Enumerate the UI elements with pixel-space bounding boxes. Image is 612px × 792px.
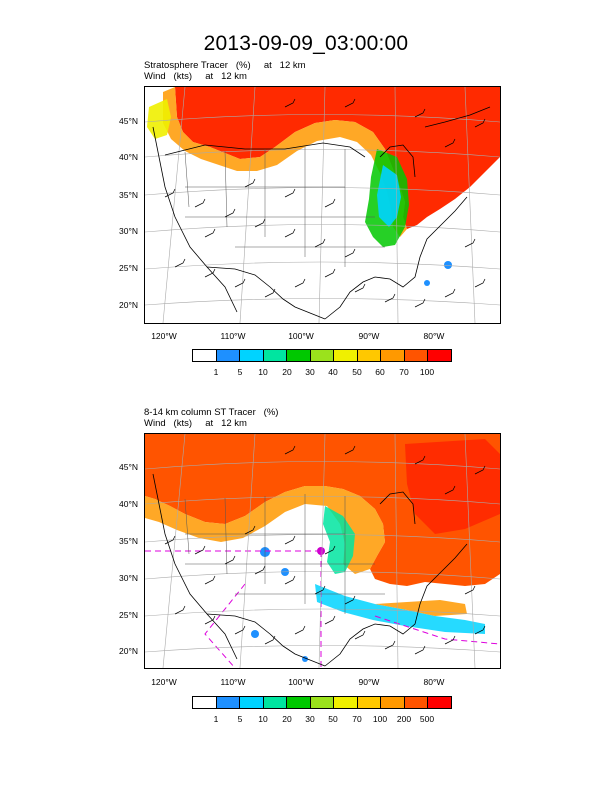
panel-1-lat-label: 30°N [119, 226, 138, 236]
colorbar-box [404, 350, 429, 361]
panel-1-colorbar-label: 70 [399, 367, 409, 377]
panel-1-lon-label: 110°W [220, 331, 246, 341]
panel-2-lon-label: 120°W [151, 677, 177, 687]
colorbar-box [357, 697, 382, 708]
panel-1-lon-label: 90°W [358, 331, 380, 341]
colorbar-box [428, 350, 452, 361]
colorbar-box [404, 697, 429, 708]
panel-1-colorbar-label: 10 [258, 367, 268, 377]
colorbar-box [216, 350, 241, 361]
panel-1-lon-label: 120°W [151, 331, 177, 341]
panel-2-colorbar-label: 10 [258, 714, 268, 724]
panel-1-lon-label: 80°W [423, 331, 445, 341]
graticule [145, 434, 500, 668]
coastline [152, 473, 468, 667]
main-title: 2013-09-09_03:00:00 [203, 32, 409, 55]
coastline [152, 106, 491, 320]
wind-barbs [164, 98, 486, 308]
panel-1-subtitle-2: Wind (kts) at 12 km [144, 71, 247, 82]
colorbar-box [381, 697, 405, 708]
colorbar-box [310, 697, 335, 708]
panel-1-colorbar-label: 50 [352, 367, 362, 377]
tracer-orange-band [163, 87, 407, 237]
colorbar-box [428, 697, 452, 708]
tracer-cyan-patch [377, 165, 401, 227]
panel-2-colorbar-label: 70 [352, 714, 362, 724]
panel-2-colorbar-label: 30 [305, 714, 315, 724]
tracer-yellow-patch [147, 99, 171, 139]
panel-1-colorbar-label: 5 [237, 367, 243, 377]
panel-1-lat-label: 40°N [119, 152, 138, 162]
colorbar-box [287, 697, 311, 708]
panel-2-colorbar-label: 1 [213, 714, 219, 724]
panel-1-colorbar-label: 60 [375, 367, 385, 377]
tracer-green-patch [323, 506, 355, 574]
colorbar-box [357, 350, 382, 361]
tracer-blue-spot [444, 261, 452, 269]
graticule [145, 87, 500, 323]
panel-1-lat-label: 35°N [119, 190, 138, 200]
panel-1-lat-label: 45°N [119, 116, 138, 126]
tracer-blue-spot [424, 280, 430, 286]
panel-1-lat-label: 20°N [119, 300, 138, 310]
colorbar-box [263, 350, 288, 361]
colorbar-box [334, 350, 358, 361]
panel-2-lon-label: 90°W [358, 677, 380, 687]
panel-2-lat-label: 35°N [119, 536, 138, 546]
panel-2-lat-label: 20°N [119, 646, 138, 656]
colorbar-box [193, 350, 217, 361]
panel-2-lon-label: 110°W [220, 677, 246, 687]
panel-1-colorbar-label: 30 [305, 367, 315, 377]
colorbar-box [310, 350, 335, 361]
panel-2-colorbar-label: 200 [396, 714, 412, 724]
tracer-red-region [175, 87, 500, 229]
panel-2-lon-label: 100°W [288, 677, 314, 687]
colorbar-box [240, 350, 264, 361]
colorbar-box [334, 697, 358, 708]
panel-1-colorbar-label: 40 [328, 367, 338, 377]
colorbar-box [263, 697, 288, 708]
panel-1-colorbar-label: 20 [282, 367, 292, 377]
colorbar-box [216, 697, 241, 708]
panel-1-map [144, 86, 501, 324]
colorbar-box [240, 697, 264, 708]
panel-1-colorbar-label: 1 [213, 367, 219, 377]
tracer-blue-spot [251, 630, 259, 638]
panel-2-lon-label: 80°W [423, 677, 445, 687]
panel-1-lon-label: 100°W [288, 331, 314, 341]
tracer-deep-red-patch [405, 439, 500, 534]
state-borders [184, 494, 385, 614]
panel-2-subtitle-2: Wind (kts) at 12 km [144, 418, 247, 429]
panel-2-colorbar-label: 100 [372, 714, 388, 724]
panel-2-colorbar-label: 20 [282, 714, 292, 724]
panel-2-map [144, 433, 501, 669]
state-borders [184, 147, 385, 267]
wind-barbs [164, 445, 486, 655]
panel-2-lat-label: 40°N [119, 499, 138, 509]
panel-2-colorbar-label: 50 [328, 714, 338, 724]
panel-2-lat-label: 30°N [119, 573, 138, 583]
panel-2-lat-label: 25°N [119, 610, 138, 620]
panel-1-colorbar-label: 100 [419, 367, 435, 377]
colorbar-box [381, 350, 405, 361]
panel-1-lat-label: 25°N [119, 263, 138, 273]
panel-2-colorbar [192, 696, 452, 709]
panel-2-subtitle-1: 8-14 km column ST Tracer (%) [144, 407, 279, 418]
colorbar-box [287, 350, 311, 361]
analysis-box [145, 550, 500, 668]
tracer-cyan-band [315, 584, 485, 634]
panel-2-colorbar-label: 500 [419, 714, 435, 724]
panel-2-colorbar-label: 5 [237, 714, 243, 724]
panel-1-colorbar [192, 349, 452, 362]
panel-2-lat-label: 45°N [119, 462, 138, 472]
panel-1-subtitle-1: Stratosphere Tracer (%) at 12 km [144, 60, 306, 71]
colorbar-box [193, 697, 217, 708]
